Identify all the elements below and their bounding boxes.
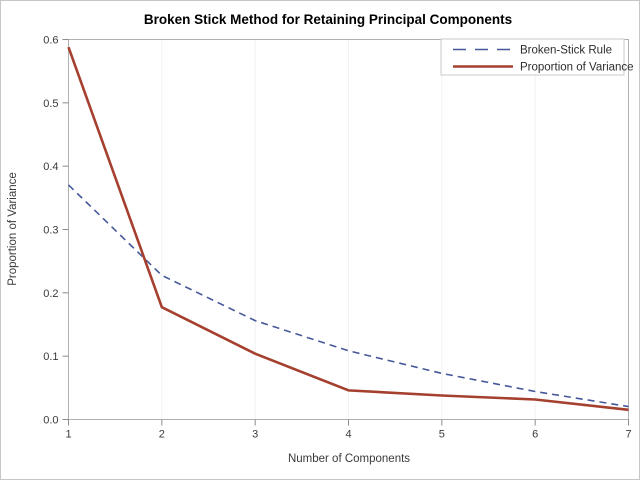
chart-title: Broken Stick Method for Retaining Princi… bbox=[144, 12, 512, 27]
y-tick-label: 0.6 bbox=[43, 35, 58, 47]
y-tick-label: 0.0 bbox=[43, 415, 58, 427]
tick-marks bbox=[62, 39, 629, 426]
x-tick-label: 4 bbox=[345, 429, 351, 441]
y-tick-label: 0.4 bbox=[43, 161, 58, 173]
y-tick-label: 0.1 bbox=[43, 351, 58, 363]
series-line-proportion-of-variance bbox=[67, 46, 629, 412]
x-tick-label: 1 bbox=[65, 429, 71, 441]
series-line-broken-stick-rule bbox=[67, 184, 629, 408]
gridlines bbox=[161, 39, 536, 420]
x-axis-title: Number of Components bbox=[288, 453, 410, 465]
x-tick-label: 5 bbox=[439, 429, 445, 441]
x-tick-label: 3 bbox=[252, 429, 258, 441]
legend-box bbox=[440, 38, 625, 76]
tick-labels: 1 2 3 4 5 6 7 0.0 0.1 0.2 0.3 0.4 0.5 0.6 bbox=[43, 35, 631, 441]
legend: Broken-Stick Rule Proportion of Variance bbox=[440, 38, 634, 76]
legend-label-broken-stick: Broken-Stick Rule bbox=[520, 45, 612, 57]
x-tick-label: 2 bbox=[159, 429, 165, 441]
legend-label-proportion: Proportion of Variance bbox=[520, 62, 634, 74]
x-tick-label: 7 bbox=[625, 429, 631, 441]
series-lines bbox=[67, 46, 629, 412]
x-tick-label: 6 bbox=[532, 429, 538, 441]
y-axis-title: Proportion of Variance bbox=[7, 172, 19, 286]
y-tick-label: 0.5 bbox=[43, 98, 58, 110]
y-tick-label: 0.2 bbox=[43, 288, 58, 300]
y-tick-label: 0.3 bbox=[43, 225, 58, 237]
